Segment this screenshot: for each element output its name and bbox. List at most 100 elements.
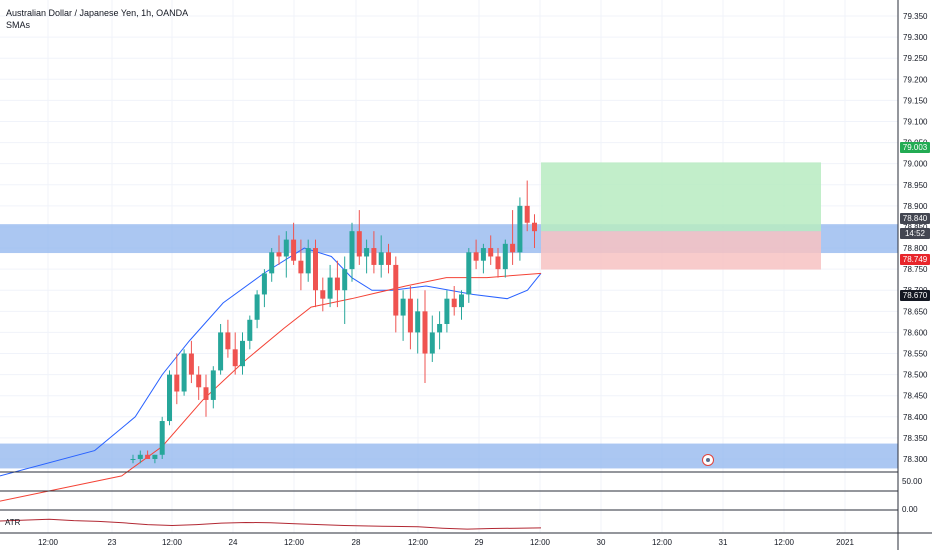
atr-indicator-label[interactable]: ATR bbox=[5, 518, 21, 527]
candle-body bbox=[247, 319, 253, 341]
price-tick-label: 78.450 bbox=[903, 392, 928, 401]
time-tick-label: 29 bbox=[475, 538, 484, 547]
candle-body bbox=[313, 248, 318, 291]
take-profit-price-tag: 79.003 bbox=[900, 142, 930, 153]
candle-body bbox=[145, 454, 151, 459]
price-tick-label: 78.950 bbox=[903, 181, 928, 190]
candle-body bbox=[349, 231, 355, 270]
candle-body bbox=[342, 269, 348, 291]
time-tick-label: 2021 bbox=[836, 538, 854, 547]
candle-body bbox=[473, 252, 479, 261]
candle-body bbox=[371, 248, 377, 265]
chart-legend: Australian Dollar / Japanese Yen, 1h, OA… bbox=[6, 7, 188, 31]
price-tick-label: 78.400 bbox=[903, 413, 928, 422]
candle-body bbox=[488, 248, 494, 257]
lower-axis-tick-0: 0.00 bbox=[902, 505, 918, 514]
candle-body bbox=[429, 332, 435, 354]
candle-body bbox=[181, 353, 187, 392]
target-icon[interactable] bbox=[702, 454, 714, 466]
price-tick-label: 78.600 bbox=[903, 328, 928, 337]
candle-body bbox=[218, 332, 224, 371]
candle-body bbox=[400, 298, 406, 316]
time-tick-label: 12:00 bbox=[162, 538, 183, 547]
candle-body bbox=[291, 239, 297, 261]
time-axis-ticks[interactable]: 12:00 23 12:00 24 12:00 28 12:00 29 12:00 30 12:00… bbox=[38, 538, 854, 547]
time-tick-label: 30 bbox=[597, 538, 606, 547]
price-tick-label: 78.850 bbox=[903, 223, 928, 232]
time-tick-label: 12:00 bbox=[284, 538, 305, 547]
candle-body bbox=[422, 311, 428, 354]
price-tick-label: 78.750 bbox=[903, 265, 928, 274]
candle-body bbox=[407, 298, 413, 333]
candle-body bbox=[451, 298, 457, 308]
stop-loss-box[interactable] bbox=[541, 231, 821, 270]
candle-body bbox=[334, 277, 340, 291]
candle-body bbox=[532, 222, 537, 232]
candle-body bbox=[240, 340, 245, 367]
candle-body bbox=[203, 387, 209, 400]
time-tick-label: 12:00 bbox=[38, 538, 59, 547]
atr-line bbox=[0, 518, 542, 530]
time-tick-label: 24 bbox=[229, 538, 238, 547]
candle-body bbox=[130, 459, 136, 460]
candle-body bbox=[364, 248, 370, 257]
time-tick-label: 12:00 bbox=[774, 538, 795, 547]
candle-body bbox=[444, 298, 450, 324]
time-tick-label: 31 bbox=[719, 538, 728, 547]
time-tick-label: 12:00 bbox=[530, 538, 551, 547]
candle-body bbox=[502, 243, 508, 270]
price-tick-label: 79.300 bbox=[903, 33, 928, 42]
price-tick-label: 79.000 bbox=[903, 160, 928, 169]
candle-body bbox=[167, 374, 172, 422]
time-tick-label: 23 bbox=[108, 538, 117, 547]
candle-body bbox=[466, 252, 472, 295]
candle-body bbox=[459, 294, 464, 308]
candle-body bbox=[386, 252, 391, 265]
candle-body bbox=[356, 231, 362, 257]
candle-body bbox=[283, 239, 289, 257]
candle-body bbox=[152, 454, 158, 459]
price-tick-label: 78.550 bbox=[903, 350, 928, 359]
lower-axis-tick-50: 50.00 bbox=[902, 477, 923, 486]
candle-body bbox=[320, 290, 326, 299]
candle-body bbox=[298, 260, 304, 274]
price-tick-label: 78.350 bbox=[903, 434, 928, 443]
price-tick-label: 78.900 bbox=[903, 202, 928, 211]
candle-body bbox=[232, 349, 238, 367]
candle-body bbox=[437, 323, 443, 333]
take-profit-box[interactable] bbox=[541, 162, 821, 232]
support-zone[interactable] bbox=[0, 443, 898, 469]
time-tick-label: 12:00 bbox=[652, 538, 673, 547]
candle-body bbox=[415, 311, 421, 333]
candle-body bbox=[137, 454, 143, 459]
last-price-tag: 78.840 bbox=[900, 213, 930, 224]
stop-loss-price-tag: 78.749 bbox=[900, 254, 930, 265]
candle-body bbox=[517, 205, 523, 253]
time-tick-label: 12:00 bbox=[408, 538, 429, 547]
candle-body bbox=[480, 248, 486, 261]
candle-body bbox=[188, 353, 194, 375]
sma-fast-line bbox=[0, 247, 542, 477]
candle-body bbox=[378, 252, 384, 265]
candle-body bbox=[174, 374, 180, 392]
price-tick-label: 79.100 bbox=[903, 117, 928, 126]
symbol-title[interactable]: Australian Dollar / Japanese Yen, 1h, OA… bbox=[6, 8, 189, 18]
price-tick-label: 79.150 bbox=[903, 96, 928, 105]
candle-series bbox=[130, 180, 537, 464]
price-tick-label: 79.250 bbox=[903, 54, 928, 63]
candle-body bbox=[510, 243, 516, 253]
candle-body bbox=[276, 252, 282, 257]
candle-body bbox=[393, 264, 399, 316]
candle-body bbox=[159, 421, 165, 455]
candle-body bbox=[524, 205, 530, 223]
price-tick-label: 79.200 bbox=[903, 75, 928, 84]
bar-countdown-tag: 14:52 bbox=[900, 228, 930, 239]
candle-body bbox=[225, 332, 231, 350]
candle-body bbox=[327, 277, 333, 299]
price-tick-label: 79.350 bbox=[903, 12, 928, 21]
indicator-label[interactable]: SMAs bbox=[6, 20, 31, 30]
candle-body bbox=[495, 256, 501, 270]
price-tick-label: 78.500 bbox=[903, 371, 928, 380]
price-tick-label: 78.650 bbox=[903, 307, 928, 316]
